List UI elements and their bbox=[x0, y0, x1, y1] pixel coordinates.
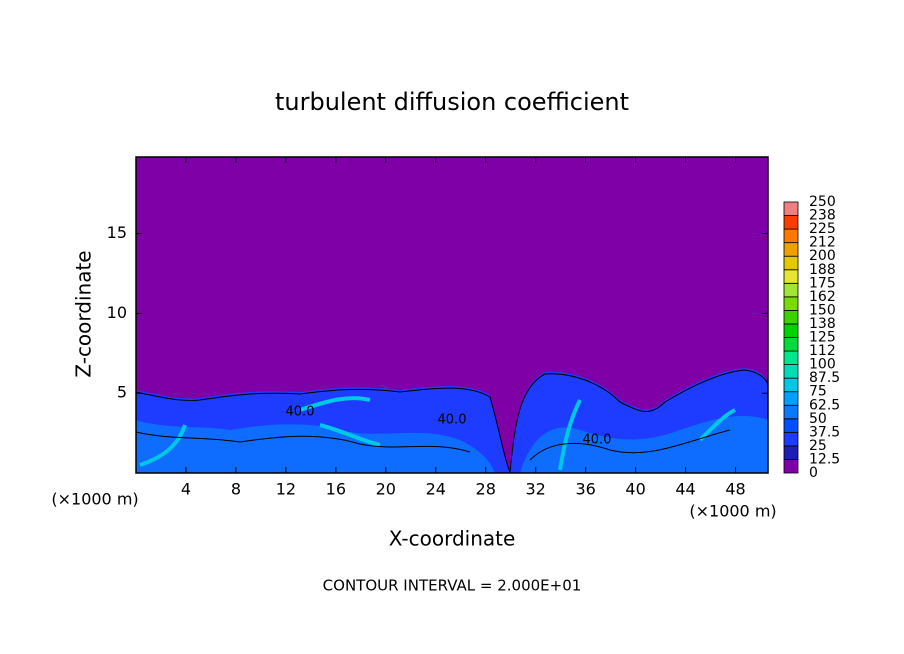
field-streak bbox=[139, 396, 736, 471]
colorbar-swatch bbox=[783, 296, 799, 311]
y-tick-label: 15 bbox=[107, 223, 127, 242]
colorbar-swatch bbox=[783, 391, 799, 406]
colorbar-swatch bbox=[783, 201, 799, 216]
colorbar-label: 238 bbox=[809, 208, 836, 224]
contour-field bbox=[135, 157, 769, 474]
colorbar-swatch bbox=[783, 309, 799, 325]
colorbar-label: 138 bbox=[809, 316, 836, 332]
x-tick-label: 28 bbox=[476, 480, 496, 499]
colorbar-swatch bbox=[783, 269, 799, 284]
colorbar-label: 200 bbox=[809, 248, 836, 264]
contour-label: 40.0 bbox=[438, 413, 467, 428]
colorbar-label: 37.5 bbox=[809, 424, 840, 440]
colorbar-label: 50 bbox=[809, 411, 827, 427]
colorbar-label: 75 bbox=[809, 384, 827, 400]
contour-line bbox=[135, 429, 731, 461]
colorbar-swatch bbox=[783, 337, 799, 352]
x-tick-label: 12 bbox=[276, 480, 296, 499]
x-axis-title: X-coordinate bbox=[389, 527, 516, 551]
y-tick-label: 5 bbox=[117, 383, 127, 402]
colorbar-label: 12.5 bbox=[809, 451, 840, 467]
colorbar-label: 87.5 bbox=[809, 370, 840, 386]
colorbar-label: 212 bbox=[809, 235, 836, 251]
colorbar-swatch bbox=[783, 255, 799, 271]
colorbar-swatch bbox=[783, 377, 799, 393]
colorbar-label: 225 bbox=[809, 221, 836, 237]
colorbar-swatch bbox=[783, 418, 799, 433]
x-tick-label: 44 bbox=[675, 480, 695, 499]
colorbar-swatch bbox=[783, 350, 799, 365]
x-tick-label: 4 bbox=[181, 480, 191, 499]
x-tick-label: 16 bbox=[326, 480, 346, 499]
colorbar-swatch bbox=[783, 404, 799, 420]
colorbar-label: 100 bbox=[809, 357, 836, 373]
x-tick-label: 40 bbox=[625, 480, 645, 499]
chart-title: turbulent diffusion coefficient bbox=[275, 88, 629, 116]
contour-label: 40.0 bbox=[583, 433, 612, 448]
x-tick-label: 8 bbox=[231, 480, 241, 499]
colorbar-label: 0 bbox=[809, 465, 818, 481]
colorbar-label: 175 bbox=[809, 275, 836, 291]
colorbar-swatch bbox=[783, 459, 799, 474]
colorbar-label: 125 bbox=[809, 330, 836, 346]
colorbar-label: 62.5 bbox=[809, 397, 840, 413]
x-unit-label: (×1000 m) bbox=[689, 502, 776, 521]
contour-label: 40.0 bbox=[286, 405, 315, 420]
colorbar-swatch bbox=[783, 364, 799, 379]
plot-frame bbox=[135, 156, 769, 474]
footnote: CONTOUR INTERVAL = 2.000E+01 bbox=[323, 577, 582, 595]
y-axis-title: Z-coordinate bbox=[72, 250, 96, 377]
x-unit-label: (×1000 m) bbox=[51, 490, 138, 509]
contour-line bbox=[135, 369, 769, 474]
colorbar-label: 112 bbox=[809, 343, 836, 359]
colorbar-swatch bbox=[783, 215, 799, 230]
colorbar-label: 25 bbox=[809, 438, 827, 454]
colorbar-swatch bbox=[783, 431, 799, 447]
colorbar-swatch bbox=[783, 282, 799, 298]
colorbar-swatch bbox=[783, 228, 799, 244]
x-tick-label: 32 bbox=[526, 480, 546, 499]
colorbar-swatch bbox=[783, 445, 799, 460]
colorbar-label: 162 bbox=[809, 289, 836, 305]
x-tick-label: 48 bbox=[725, 480, 745, 499]
colorbar-label: 188 bbox=[809, 262, 836, 278]
x-tick-label: 24 bbox=[426, 480, 446, 499]
x-tick-label: 36 bbox=[575, 480, 595, 499]
colorbar-label: 250 bbox=[809, 194, 836, 210]
field-region bbox=[136, 415, 768, 473]
colorbar-swatch bbox=[783, 242, 799, 257]
x-tick-label: 20 bbox=[376, 480, 396, 499]
y-tick-label: 10 bbox=[107, 303, 127, 322]
colorbar-swatch bbox=[783, 323, 799, 338]
colorbar-label: 150 bbox=[809, 302, 836, 318]
